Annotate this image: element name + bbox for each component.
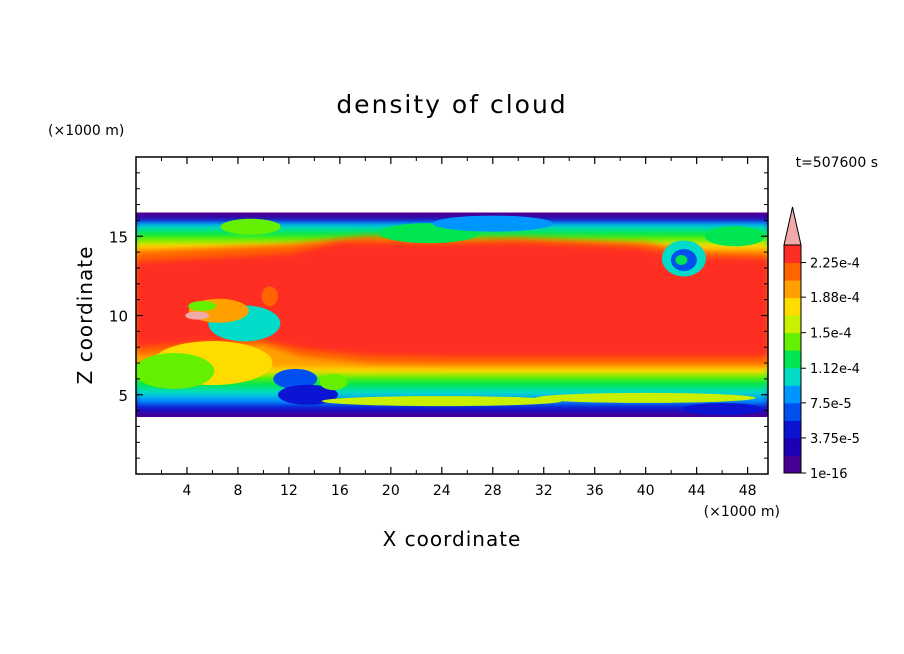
x-tick-label: 48	[739, 483, 757, 499]
colorbar-label: 3.75e-5	[810, 432, 860, 447]
cloud-eddy	[220, 218, 281, 235]
x-tick-label: 28	[484, 483, 502, 499]
colorbar-band	[784, 367, 801, 386]
cloud-eddy	[675, 255, 688, 266]
cloud-eddy	[136, 352, 215, 389]
x-tick-label: 32	[535, 483, 553, 499]
x-tick-label: 4	[183, 483, 192, 499]
cloud-eddy	[535, 392, 756, 403]
y-axis: 5 10 15	[109, 172, 768, 459]
colorbar-frame	[783, 244, 802, 474]
colorbar-band	[784, 455, 801, 474]
x-tick-label: 12	[280, 483, 298, 499]
colorbar-label: 7.5e-5	[810, 397, 852, 412]
chart-title: density of cloud	[336, 90, 567, 119]
cloud-eddy	[682, 403, 763, 416]
colorbar-band	[784, 280, 801, 299]
cloud-eddy	[273, 368, 318, 389]
colorbar-band	[784, 262, 801, 281]
x-axis: 4 8 12 16 20 24 28 32 36 40 44 48	[160, 157, 757, 499]
colorbar-band	[784, 402, 801, 421]
cloud-eddy	[704, 226, 765, 247]
colorbar-label: 1.5e-4	[810, 327, 852, 342]
colorbar-overflow-arrow	[783, 206, 802, 246]
cloud-eddy	[185, 311, 210, 320]
time-label: t=507600 s	[796, 155, 878, 171]
colorbar-band	[784, 297, 801, 316]
colorbar-label: 2.25e-4	[810, 257, 860, 272]
heatmap-field	[136, 212, 768, 417]
x-tick-label: 44	[688, 483, 706, 499]
cloud-eddy	[261, 286, 278, 307]
colorbar-band	[784, 385, 801, 404]
colorbar-band	[784, 437, 801, 456]
x-tick-label: 16	[331, 483, 349, 499]
y-tick-label: 15	[109, 228, 128, 246]
colorbar-band	[784, 315, 801, 334]
x-tick-label: 8	[233, 483, 242, 499]
colorbar-label: 1.88e-4	[810, 291, 860, 306]
colorbar-band	[784, 420, 801, 439]
x-tick-label: 36	[586, 483, 604, 499]
cloud-eddy	[188, 300, 217, 311]
x-tick-label: 20	[382, 483, 400, 499]
x-axis-unit: (×1000 m)	[704, 504, 780, 520]
cloud-region	[136, 242, 768, 357]
y-tick-label: 5	[118, 387, 128, 405]
colorbar-band	[784, 350, 801, 369]
y-axis-unit: (×1000 m)	[48, 123, 124, 139]
y-axis-label: Z coordinate	[73, 246, 97, 385]
cloud-eddy	[319, 374, 348, 391]
colorbar-band	[784, 245, 801, 264]
colorbar: 2.25e-4 1.88e-4 1.5e-4 1.12e-4 7.5e-5 3.75e-5…	[783, 206, 860, 482]
colorbar-label: 1.12e-4	[810, 362, 860, 377]
y-tick-label: 10	[109, 308, 128, 326]
x-tick-label: 24	[433, 483, 451, 499]
cloud-eddy	[432, 215, 553, 232]
colorbar-band	[784, 332, 801, 351]
cloud-eddy	[278, 384, 339, 405]
x-tick-label: 40	[637, 483, 655, 499]
x-axis-label: X coordinate	[383, 527, 522, 551]
cloud-eddy	[321, 396, 562, 407]
colorbar-label: 1e-16	[810, 467, 848, 482]
